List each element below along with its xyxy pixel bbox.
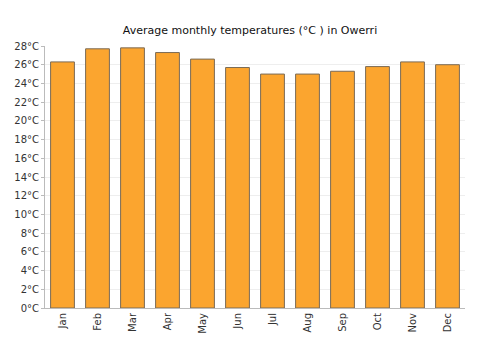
svg-text:2°C: 2°C [21,284,39,295]
svg-text:18°C: 18°C [14,134,39,145]
svg-text:Oct: Oct [372,313,383,330]
svg-text:0°C: 0°C [21,303,39,314]
svg-text:Aug: Aug [302,313,313,333]
svg-text:4°C: 4°C [21,265,39,276]
svg-text:8°C: 8°C [21,228,39,239]
svg-text:12°C: 12°C [14,190,39,201]
svg-text:20°C: 20°C [14,115,39,126]
svg-text:Average monthly temperatures (: Average monthly temperatures (°C ) in Ow… [123,24,377,37]
svg-text:Feb: Feb [92,313,103,331]
svg-text:14°C: 14°C [14,172,39,183]
svg-text:10°C: 10°C [14,209,39,220]
svg-text:22°C: 22°C [14,97,39,108]
svg-text:May: May [197,313,208,334]
svg-text:Jun: Jun [232,313,243,330]
svg-text:26°C: 26°C [14,59,39,70]
svg-text:Jul: Jul [267,313,278,326]
svg-text:24°C: 24°C [14,78,39,89]
svg-text:16°C: 16°C [14,153,39,164]
svg-text:Mar: Mar [127,312,138,332]
svg-text:6°C: 6°C [21,246,39,257]
svg-text:Dec: Dec [442,313,453,332]
svg-text:Jan: Jan [57,313,68,329]
svg-text:Nov: Nov [407,313,418,333]
svg-text:Sep: Sep [337,313,348,332]
svg-text:Apr: Apr [162,312,173,330]
svg-text:28°C: 28°C [14,41,39,52]
